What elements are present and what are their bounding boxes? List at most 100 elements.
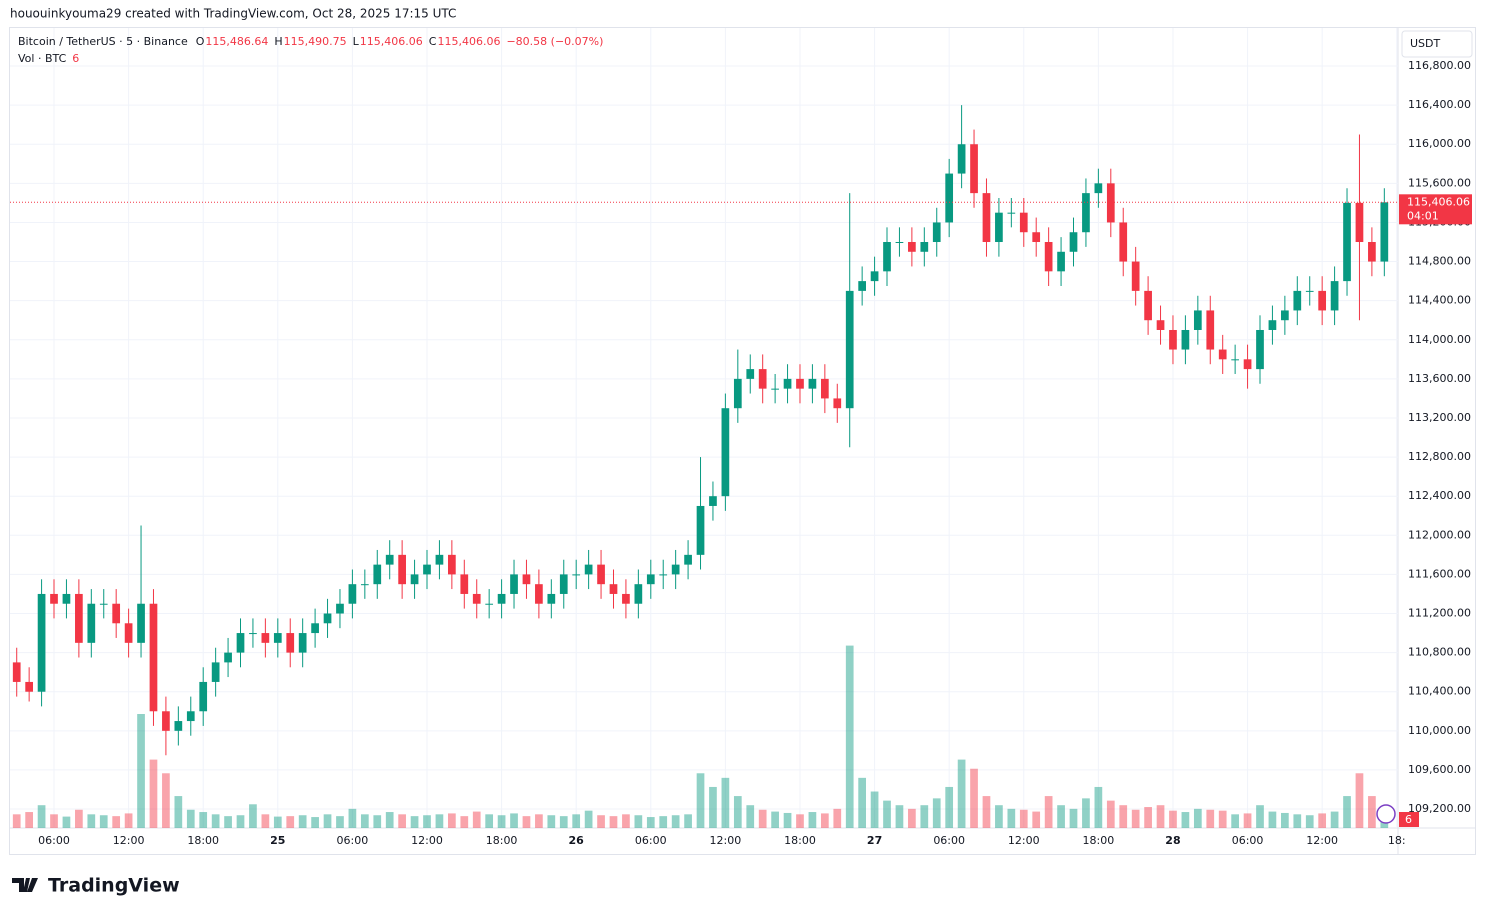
candle-body [236,633,245,653]
candle-body [932,222,941,243]
watermark: hououinkyouma29 created with TradingView… [10,7,456,21]
volume-bar [609,816,618,828]
candle-body [1169,329,1177,350]
candle-body [75,593,83,643]
candle-body [659,574,668,576]
ohlc-value: 115,490.75 [284,35,347,48]
volume-bar [1119,805,1128,828]
currency[interactable]: USDT [1410,37,1441,50]
volume-bar [1069,808,1078,828]
volume-bar [559,816,568,828]
brand-logo [12,878,38,892]
candle-body [1380,202,1389,262]
candle-body [137,603,145,643]
candle-body [572,574,581,576]
volume-bar [1019,809,1028,828]
candle-body [448,554,456,575]
candle-body [1256,329,1264,370]
volume-bar [1057,805,1065,828]
volume-bar [1169,810,1177,828]
volume-bar [448,813,456,828]
volume-bar [1044,796,1053,828]
candle-body [199,681,208,712]
volume-bar [1355,773,1364,828]
x-tick-label: 12:00 [1008,834,1040,847]
currency-box[interactable] [1401,30,1473,58]
candle-body [609,584,618,594]
volume-bar [373,815,382,828]
x-tick-label: 18:00 [784,834,816,847]
volume-bar [360,814,369,828]
volume-bar [535,814,543,828]
candle-body [771,388,779,390]
volume-bar [87,814,96,828]
y-tick-label: 112,400.00 [1408,489,1471,502]
volume-bar [224,816,232,828]
candle-body [547,593,556,604]
volume-bar [273,816,282,828]
candle-body [833,398,842,409]
volume-bar [1094,786,1103,828]
volume-bar [957,759,966,828]
y-tick-label: 110,000.00 [1408,724,1471,737]
volume-tag-label: 6 [1405,813,1412,826]
volume-bar [62,816,71,828]
x-tick-label: 27 [867,834,882,847]
candle-body [709,496,717,506]
candle-body [908,242,916,252]
volume-bar [1106,800,1115,828]
volume-bar [149,759,158,828]
volume-bar [721,777,730,828]
volume-bar [50,814,58,828]
candle-body [1368,242,1376,262]
candle-body [1032,232,1041,243]
candle-body [995,212,1003,243]
candle-body [298,633,307,653]
candle-body [1218,349,1227,360]
volume-bar [1330,811,1339,828]
candle-body [410,574,419,585]
candle-body [870,271,879,282]
volume-bar [883,800,891,828]
volume-tag [1399,812,1419,827]
volume-bar [547,815,556,828]
ohlc-value: 115,406.06 [360,35,423,48]
volume-bar [236,815,245,828]
candle-body [1281,310,1289,321]
volume-bar [1206,809,1215,828]
candle-body [895,242,904,244]
y-tick-label: 110,800.00 [1408,646,1471,659]
volume-bar [186,809,195,828]
volume-bar [211,814,220,828]
volume-legend: Vol · BTC [18,52,67,65]
volume-bar [385,812,394,828]
candle-body [1144,290,1152,321]
volume-bar [845,645,854,828]
candle-body [920,242,929,252]
candle-body [758,369,767,389]
volume-bar [137,714,145,828]
candle-body [224,652,232,663]
volume-bar [622,814,630,828]
frame [9,27,1476,855]
volume-bar [1243,813,1252,828]
candle-body [360,584,369,586]
candle-body [783,378,792,389]
volume-bar [472,811,481,828]
volume-bar [796,814,804,828]
candle-body [733,378,742,409]
candle-body [323,613,332,624]
x-tick-label: 06:00 [635,834,667,847]
volume-bar [311,817,319,828]
volume-bar [1144,807,1152,828]
candle-body [1355,202,1364,243]
volume-bar [75,809,83,828]
candle-body [62,593,71,604]
volume-bar [584,810,593,828]
volume-bar [12,814,21,828]
candle-body [1082,193,1090,233]
candle-body [37,593,46,692]
candle-body [535,584,543,604]
